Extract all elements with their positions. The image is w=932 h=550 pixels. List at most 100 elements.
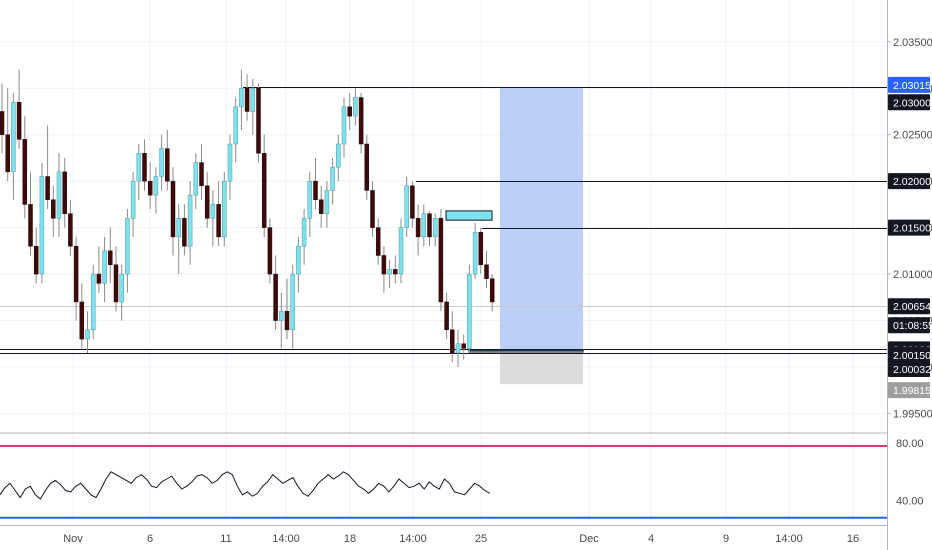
candle-body <box>415 218 421 238</box>
candle-body <box>467 273 472 349</box>
candle-body <box>347 106 352 117</box>
candle-body <box>478 232 484 266</box>
candle-body <box>199 162 204 187</box>
rsi-pane <box>0 432 887 519</box>
candle-body <box>267 227 273 275</box>
candle-body <box>432 218 438 238</box>
candle-body <box>341 106 347 145</box>
tag-stop-0-bg <box>888 360 930 377</box>
candle-body <box>159 148 164 177</box>
time-tick-label: 11 <box>220 533 231 545</box>
candle-body <box>261 153 267 228</box>
candle-body <box>279 310 284 321</box>
candle-body <box>5 134 10 173</box>
candle-body <box>364 143 370 191</box>
candle-body <box>313 180 318 200</box>
time-tick-label: 18 <box>344 533 356 545</box>
tag-stop-0: 2.00032 <box>893 364 931 376</box>
candle-body <box>296 245 301 275</box>
candle-body <box>381 255 387 275</box>
time-tick-label: 14:00 <box>272 533 300 545</box>
candle-body <box>216 204 221 238</box>
price-tick-label: 2.03500 <box>893 37 932 49</box>
candle-body <box>398 227 404 275</box>
price-tick-label: 2.01000 <box>893 269 932 281</box>
candle-body <box>51 199 56 219</box>
candle-body <box>0 111 5 135</box>
candle-body <box>484 264 489 279</box>
rsi-tick-label: 80.00 <box>896 438 924 450</box>
candle-body <box>125 218 130 275</box>
candle-body <box>108 250 113 266</box>
candle-body <box>244 88 250 112</box>
candle-body <box>358 97 364 145</box>
candle-body <box>130 180 136 219</box>
candle-body <box>375 227 381 256</box>
candle-body <box>301 218 307 247</box>
candle-body <box>28 204 33 247</box>
time-tick-label: 6 <box>147 533 153 545</box>
candle-body <box>455 343 461 354</box>
candle-body <box>73 245 79 303</box>
tag-level-2-02000: 2.02000 <box>893 176 931 188</box>
grid <box>0 0 887 522</box>
candle-body <box>39 176 45 275</box>
candle-body <box>90 273 96 331</box>
tag-level-2-01500-bg <box>888 219 930 236</box>
candle-body <box>227 143 233 182</box>
candle-body <box>324 190 330 214</box>
time-tick-label: 16 <box>847 533 859 545</box>
candle-body <box>353 97 358 117</box>
candle-body <box>250 88 256 112</box>
candle-body <box>147 180 153 196</box>
candle-body <box>153 176 159 196</box>
price-tick-label: 1.99500 <box>893 408 932 420</box>
candle-body <box>102 250 107 284</box>
tag-countdown-bg <box>888 317 930 334</box>
candle-body <box>68 213 73 247</box>
price-tags: 2.03015 2.03000 2.02000 2.01500 2.00654 01:08… <box>888 76 932 399</box>
candle-body <box>256 88 261 154</box>
tag-level-2-00150: 2.00150 <box>893 350 931 362</box>
candle-body <box>22 139 28 205</box>
tag-level-2-03000-bg <box>888 94 930 111</box>
candle-body <box>62 171 67 214</box>
horizontal-levels[interactable] <box>0 87 887 354</box>
tag-level-2-02000-bg <box>888 173 930 190</box>
rsi-tick-label: 40.00 <box>896 496 924 508</box>
price-tick-label: 2.02500 <box>893 130 932 142</box>
tag-stop-1-bg <box>888 382 930 399</box>
candle-body <box>79 301 85 340</box>
tag-current-price-bg <box>888 298 930 315</box>
candle-body <box>204 185 210 219</box>
candle-body <box>336 143 341 168</box>
candle-body <box>56 171 62 219</box>
rsi-line <box>0 471 491 500</box>
candle-body <box>461 343 466 349</box>
target-zone <box>500 86 583 350</box>
candle-body <box>489 278 495 303</box>
tag-target: 2.03015 <box>893 80 931 92</box>
candle-body <box>444 301 449 331</box>
candle-body <box>273 273 278 321</box>
position-tool[interactable] <box>445 86 584 385</box>
candle-body <box>113 264 119 303</box>
candle-body <box>318 199 324 214</box>
candle-body <box>472 232 478 275</box>
time-tick-label: 25 <box>475 533 487 545</box>
candle-body <box>222 180 227 238</box>
candle-body <box>233 106 238 145</box>
candle-body <box>404 185 409 228</box>
time-tick-label: Nov <box>63 533 83 545</box>
candle-body <box>307 180 313 219</box>
candle-body <box>96 273 102 284</box>
candle-body <box>427 213 432 238</box>
candle-body <box>187 194 193 247</box>
candle-body <box>239 88 244 108</box>
candle-body <box>450 329 455 354</box>
time-tick-label: 14:00 <box>399 533 427 545</box>
tag-level-2-01500: 2.01500 <box>893 223 931 235</box>
